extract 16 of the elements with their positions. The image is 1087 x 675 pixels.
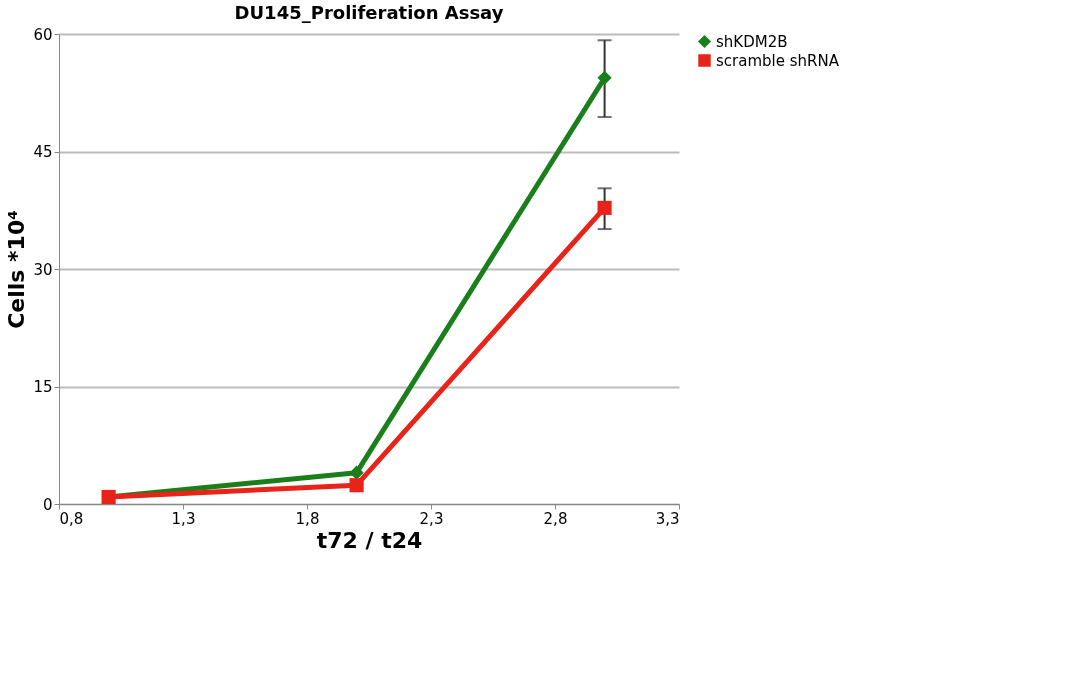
x-tick-label: 3,3 (655, 509, 680, 528)
chart-title: DU145_Proliferation Assay (234, 2, 504, 23)
x-axis-title: t72 / t24 (316, 527, 423, 553)
y-tick-label: 45 (33, 143, 53, 161)
x-tick-label: 2,3 (419, 509, 444, 528)
legend-label: shKDM2B (716, 32, 788, 51)
y-tick-label: 60 (33, 25, 53, 44)
legend-label: scramble shRNA (716, 51, 840, 70)
x-tick-label: 0,8 (59, 509, 84, 528)
x-tick-label: 1,3 (171, 509, 196, 528)
y-tick-label: 0 (42, 495, 53, 514)
y-tick-label: 15 (33, 378, 53, 396)
y-axis-title: Cells *10⁴ (4, 210, 30, 329)
y-tick-label: 30 (33, 260, 53, 279)
x-tick-label: 1,8 (295, 509, 320, 528)
x-tick-label: 2,8 (543, 509, 568, 528)
